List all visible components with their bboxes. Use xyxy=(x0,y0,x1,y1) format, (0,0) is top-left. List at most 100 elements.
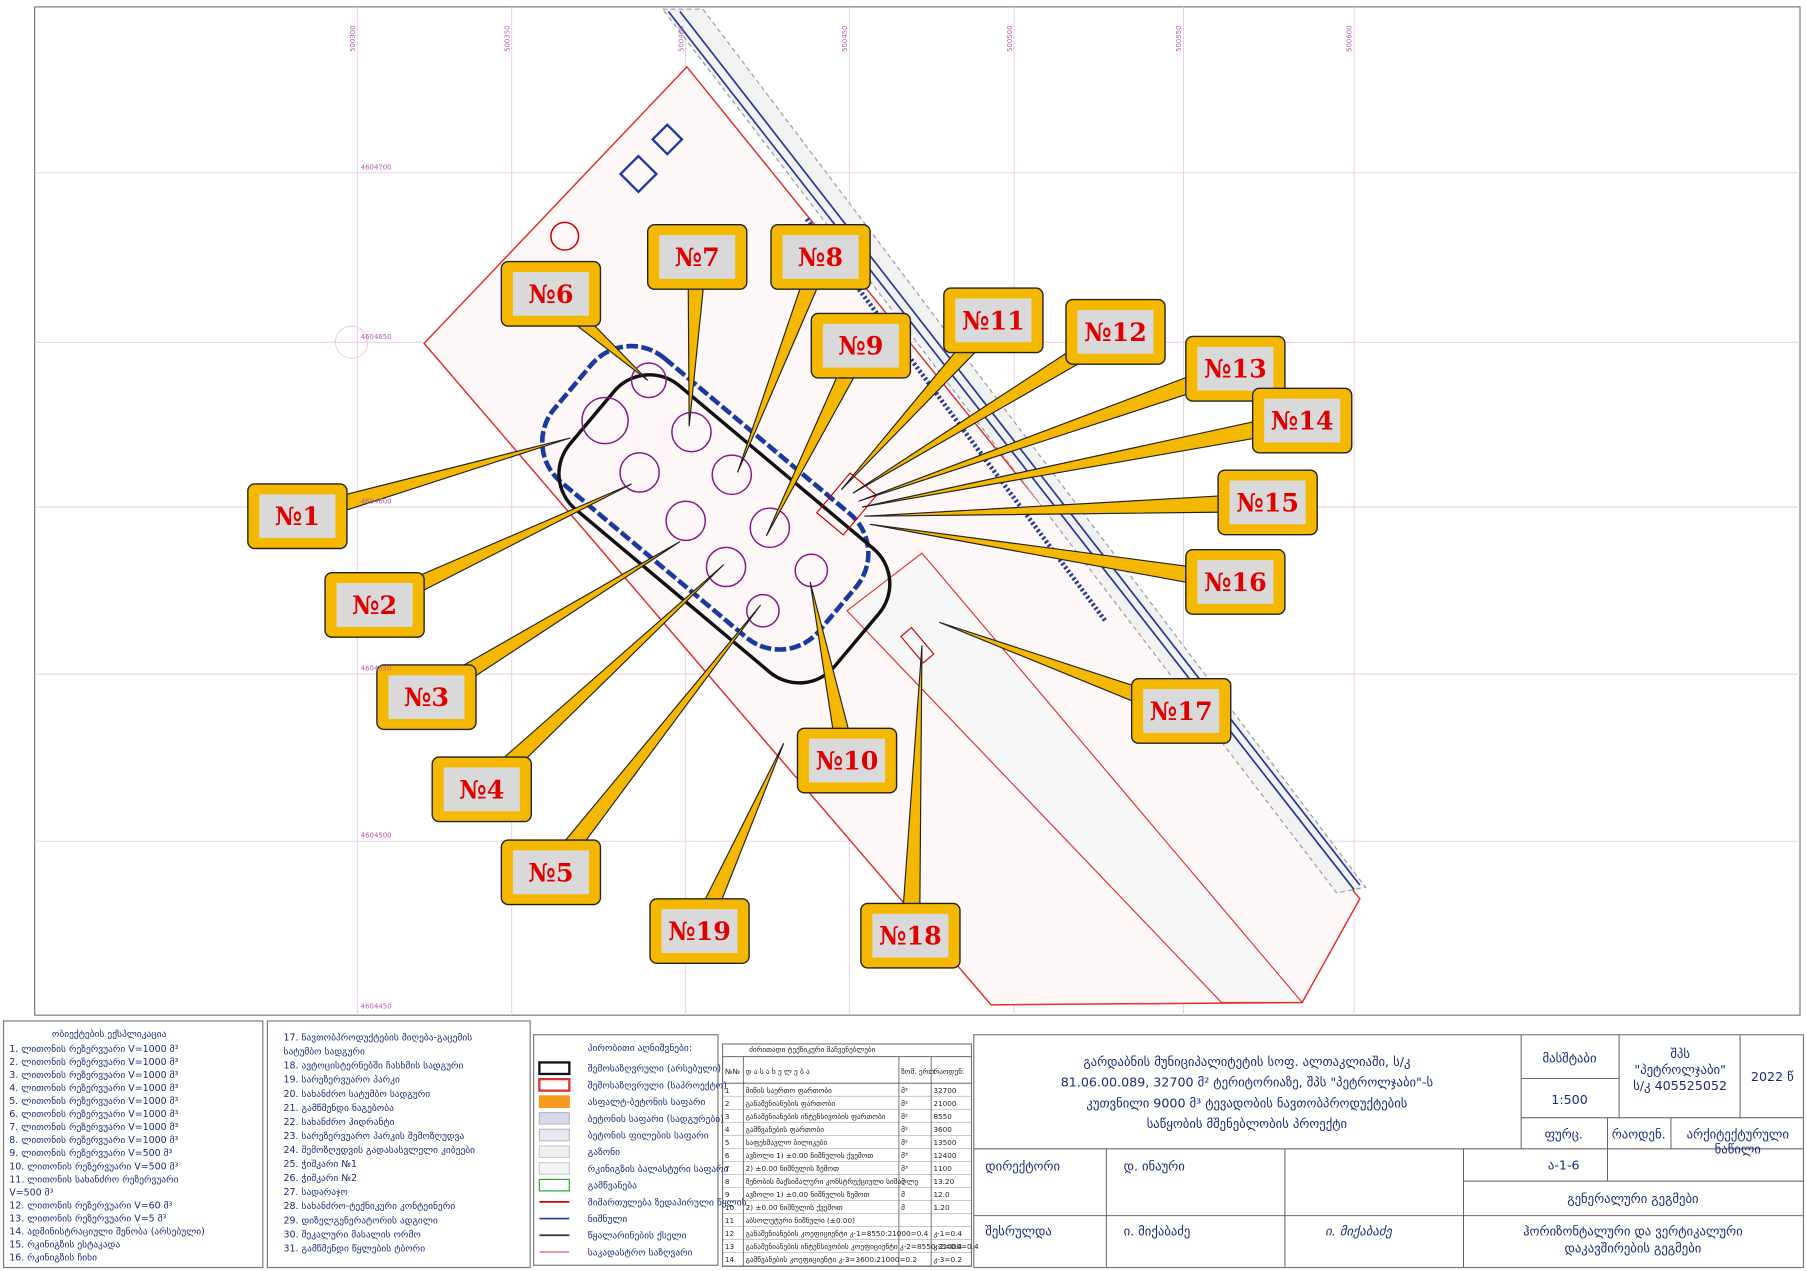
legend-item: 8. ლითონის რეზერვუარი V=1000 მ³ xyxy=(9,1135,178,1146)
legend-item: შემოსაზღვრული (საპროექტო) xyxy=(588,1080,727,1091)
signature: ი. მიქაბაძე xyxy=(1325,1223,1392,1238)
legend-item: გამწვანება xyxy=(588,1181,637,1192)
legend-item: გაზონი xyxy=(588,1147,620,1158)
label: რაოდენ. xyxy=(1612,1126,1666,1141)
client: "პეტროლჯაბი" xyxy=(1634,1062,1726,1077)
table-cell: შენობის მაქსიმალური კონსტრუქციული სიმაღლ… xyxy=(746,1177,919,1186)
table-cell: მ xyxy=(901,1190,905,1199)
table-cell: 14 xyxy=(725,1255,735,1264)
table-cell: 13 xyxy=(725,1242,735,1251)
legend-item: ნიშნული xyxy=(588,1214,628,1225)
label: დირექტორი xyxy=(985,1159,1060,1174)
callout-label: №11 xyxy=(962,305,1025,335)
table-cell: მ² xyxy=(901,1138,908,1147)
table-cell: 1.20 xyxy=(933,1203,950,1212)
callout-label: №17 xyxy=(1150,696,1213,726)
callout-label: №13 xyxy=(1204,354,1267,384)
project-title: გარდაბნის მუნიციპალიტეტის სოფ. ალთაკლიაშ… xyxy=(1083,1054,1410,1069)
grid-label: 500450 xyxy=(841,25,849,51)
legend-title: ობიექტების ექსპლიკაცია xyxy=(52,1029,167,1040)
label: შესრულდა xyxy=(985,1223,1052,1238)
legend-item: ასფალტ-ბეტონის საფარი xyxy=(588,1097,706,1108)
value: 2022 წ xyxy=(1751,1069,1794,1084)
legend-item: სატუმბო სადგური xyxy=(284,1047,365,1058)
table-cell: 2 xyxy=(725,1099,730,1108)
table-cell: 32700 xyxy=(933,1086,956,1095)
legend-item: წყალარინების ქსელი xyxy=(588,1231,687,1242)
callout-label: №12 xyxy=(1084,317,1147,347)
callout-label: №19 xyxy=(668,916,731,946)
label: მასშტაბი xyxy=(1543,1050,1597,1065)
table-cell: 12.0 xyxy=(933,1190,950,1199)
table-header: №№ xyxy=(725,1067,741,1076)
legend-item: 28. სახანძრო-ტექნიკური კონტეინერი xyxy=(284,1201,456,1212)
table-cell: მ³ xyxy=(901,1164,908,1173)
legend-item: 9. ლითონის რეზერვუარი V=500 მ³ xyxy=(9,1148,172,1159)
legend-item: 24. შემოზღუდვის გადასასვლელი კიბეები xyxy=(284,1145,476,1156)
client: შპს xyxy=(1670,1046,1690,1061)
legend-symbol xyxy=(539,1146,569,1158)
callout-label: №5 xyxy=(528,857,573,887)
table-cell: 12400 xyxy=(933,1151,956,1160)
value: გენერალური გეგმები xyxy=(1567,1191,1698,1206)
table-cell: მ² xyxy=(901,1099,908,1108)
grid-label: 4604650 xyxy=(361,333,392,341)
legend-item: 16. რკინიგზის ჩიხი xyxy=(9,1252,97,1263)
drawing: №1№2№3№4№5№6№7№8№9№10№11№12№13№14№15№16№… xyxy=(0,0,1807,1271)
table-cell: მ² xyxy=(901,1125,908,1134)
table-cell: კ-3=0.2 xyxy=(933,1255,962,1264)
value: დ. ინაური xyxy=(1124,1159,1185,1174)
legend-item: 7. ლითონის რეზერვუარი V=1000 მ³ xyxy=(9,1122,178,1133)
grid-label: 4604500 xyxy=(361,832,392,840)
table-cell: 13500 xyxy=(933,1138,956,1147)
grid-label: 500350 xyxy=(503,25,511,51)
callout-label: №10 xyxy=(816,746,879,776)
legend-symbol xyxy=(539,1129,569,1141)
table-cell: 8 xyxy=(725,1177,730,1186)
legend-item: 21. გამწმენდი ნაგებობა xyxy=(284,1103,395,1114)
legend-item: საკადასტრო საზღვარი xyxy=(588,1247,693,1258)
grid-label: 4604450 xyxy=(361,1002,392,1010)
grid-label: 4604550 xyxy=(361,665,392,673)
label: ფურც. xyxy=(1545,1126,1583,1141)
legend-item: 11. ლითონის სახანძრო რეზერვუარი xyxy=(9,1174,178,1185)
legend-item: 14. ადმინისტრაციული შენობა (არსებული) xyxy=(9,1226,205,1237)
legend-item: 1. ლითონის რეზერვუარი V=1000 მ³ xyxy=(9,1044,178,1055)
project-title: საწყობის მშენებლობის პროექტი xyxy=(1147,1116,1347,1131)
table-cell: 1 xyxy=(725,1086,730,1095)
table-cell: გამწვანების კოეფიციენტი კ-3=3600:21000=0… xyxy=(746,1255,917,1264)
callout-label: №6 xyxy=(528,279,573,309)
legend-item: 13. ლითონის რეზერვუარი V=5 მ³ xyxy=(9,1213,166,1224)
value: 1:500 xyxy=(1551,1092,1587,1107)
plan-subtitle: დაკავშირების გეგმები xyxy=(1565,1241,1702,1256)
callout-label: №18 xyxy=(879,921,942,951)
legend-item: 2. ლითონის რეზერვუარი V=1000 მ³ xyxy=(9,1057,178,1068)
value: ა-1-6 xyxy=(1548,1158,1580,1173)
callout-label: №14 xyxy=(1271,406,1334,436)
value: ი. მიქაბაძე xyxy=(1124,1223,1191,1238)
table-cell: 9 xyxy=(725,1190,730,1199)
legend-item: 31. გამწმენდი წყლების ტბორი xyxy=(284,1243,426,1254)
legend-symbol xyxy=(539,1163,569,1175)
legend-item: 12. ლითონის რეზერვუარი V=60 მ³ xyxy=(9,1200,172,1211)
legend-item: V=500 მ³ xyxy=(9,1187,53,1198)
callout-label: №3 xyxy=(404,682,449,712)
legend-item: 3. ლითონის რეზერვუარი V=1000 მ³ xyxy=(9,1070,178,1081)
legend-item: 26. ჭიშკარი №2 xyxy=(284,1173,358,1184)
table-title: ძირითადი ტექნიკური მაჩვენებლები xyxy=(749,1045,876,1054)
legend-title: პირობითი აღნიშვნები: xyxy=(588,1043,692,1054)
legend-item: 23. სარეზერვუარო პარკის შემოზღუდვა xyxy=(284,1131,465,1142)
callout-label: №9 xyxy=(838,331,883,361)
table-cell: 12 xyxy=(725,1229,734,1238)
legend-item: 18. ავტოცისტერნებში ჩასხმის სადგური xyxy=(284,1061,464,1072)
callout-label: №7 xyxy=(675,242,720,272)
table-cell: განაშენიანების ფართობი xyxy=(746,1099,836,1108)
legend-item: 19. სარეზერვუარო პარკი xyxy=(284,1075,400,1086)
grid-label: 4604600 xyxy=(361,498,392,506)
legend-item: 17. ნავთობპროდუქტების მიღება-გაცემის xyxy=(284,1033,473,1044)
table-cell: აბსოლუტური ნიშნული (±0.00) xyxy=(746,1216,855,1225)
grid-label: 500500 xyxy=(1006,25,1014,51)
legend-item: 30. შეკალური მასალის ორმო xyxy=(284,1229,421,1240)
part: ნაწილი xyxy=(1715,1141,1761,1156)
table-cell: მ² xyxy=(901,1112,908,1121)
